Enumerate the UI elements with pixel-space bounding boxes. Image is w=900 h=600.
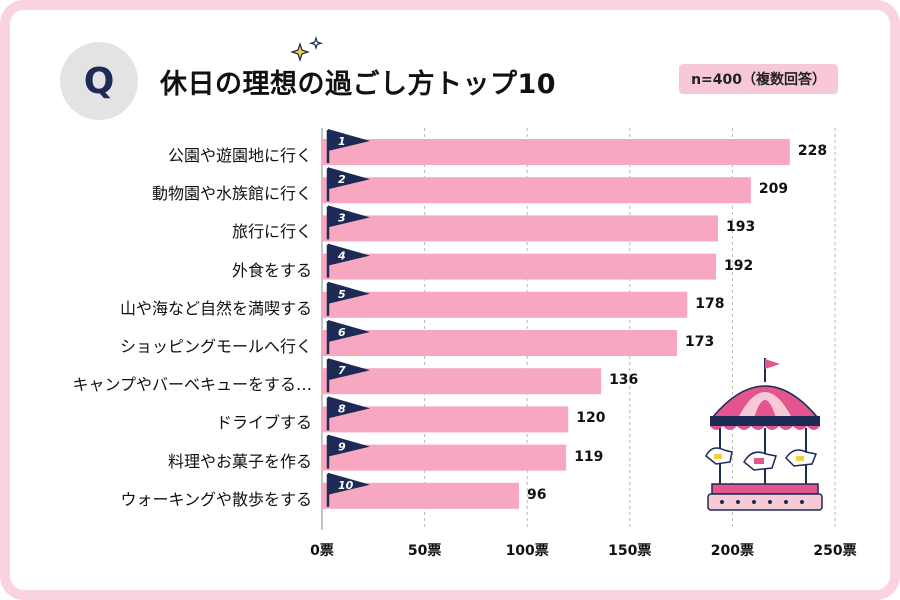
x-tick-label: 150票 (608, 543, 652, 559)
bar (322, 368, 602, 395)
data-label: 136 (609, 372, 639, 389)
category-label: 旅行に行く (231, 222, 312, 242)
bar (322, 139, 790, 165)
data-label: 192 (723, 257, 754, 274)
bar (322, 215, 719, 242)
sample-size-badge: n=400（複数回答） (679, 64, 838, 94)
x-tick-label: 250票 (813, 543, 857, 559)
x-tick-label: 100票 (505, 543, 549, 559)
rank-flag (328, 243, 370, 266)
rank-flag (328, 205, 370, 228)
category-label: 公園や遊園地に行く (167, 146, 312, 165)
question-badge: Q (60, 42, 138, 120)
rank-number: 7 (338, 364, 346, 377)
rank-number: 3 (338, 211, 346, 224)
x-tick-label: 200票 (710, 543, 755, 559)
data-label: 228 (797, 143, 828, 159)
rank-flag (328, 434, 370, 457)
rank-flag (328, 358, 370, 381)
bar (322, 330, 677, 356)
category-label: 外食をする (231, 260, 312, 280)
rank-number: 1 (338, 135, 346, 148)
category-label: 山や海など自然を満喫する (119, 298, 312, 318)
data-label: 178 (695, 295, 725, 312)
data-label: 193 (726, 219, 756, 236)
rank-flag (328, 129, 370, 151)
rank-number: 9 (338, 441, 346, 454)
category-label: ドライブする (215, 413, 312, 433)
data-label: 119 (574, 448, 604, 465)
data-label: 173 (684, 334, 715, 350)
category-label: ウォーキングや散歩をする (120, 489, 312, 509)
rank-flag (328, 281, 370, 304)
x-tick-label: 50票 (407, 543, 442, 559)
category-label: 動物園や水族館に行く (151, 184, 312, 204)
data-label: 120 (576, 410, 606, 427)
data-label: 96 (526, 486, 547, 503)
rank-flag (328, 472, 370, 495)
bar (322, 253, 716, 280)
question-letter: Q (83, 60, 115, 102)
x-tick-label: 0票 (310, 543, 334, 559)
category-label: 料理やお菓子を作る (167, 451, 312, 471)
data-label: 209 (758, 181, 789, 198)
category-label: ショッピングモールへ行く (119, 337, 312, 356)
bar (322, 177, 751, 204)
bar (322, 444, 567, 471)
bar (322, 291, 688, 318)
rank-number: 5 (338, 288, 346, 301)
rank-number: 10 (338, 479, 354, 492)
carousel-icon (705, 358, 823, 511)
chart-title: 休日の理想の過ごし方トップ10 (160, 69, 557, 100)
rank-number: 6 (338, 326, 346, 339)
rank-flag (328, 396, 370, 419)
rank-flag (328, 167, 370, 190)
bar (322, 406, 569, 433)
rank-number: 8 (338, 402, 346, 415)
rank-number: 4 (337, 250, 346, 263)
rank-number: 2 (338, 173, 346, 186)
category-label: キャンプやバーベキューをする… (72, 375, 312, 395)
sparkle-icon (290, 36, 323, 62)
rank-flag (328, 320, 370, 342)
